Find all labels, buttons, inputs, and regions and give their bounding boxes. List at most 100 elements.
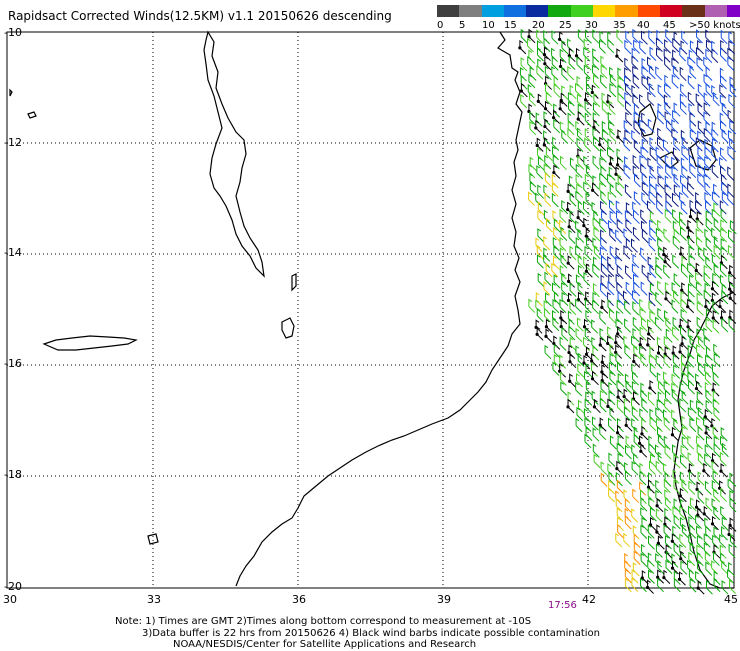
lake-chiuta-shore [291,273,297,292]
island-1 [27,111,37,119]
wind-barb [592,55,600,71]
wind-barb [656,399,664,414]
lon-label-45: 45 [724,593,738,606]
wind-barb [649,453,657,468]
wind-barb [665,200,673,215]
wind-barb [607,38,615,54]
wind-barb [631,569,639,584]
wind-barb [632,290,639,305]
wind-barb [631,85,639,100]
wind-barb [601,100,609,116]
wind-barb [727,244,735,260]
wind-barb [600,472,608,487]
wind-barb [656,200,664,215]
wind-barb [649,363,657,378]
wind-barb [593,92,601,108]
wind-barb [592,136,600,152]
wind-barb [729,83,737,98]
wind-barb [695,192,703,207]
wind-barb [680,291,688,306]
wind-barb [543,236,551,251]
wind-barb [657,127,665,142]
wind-barb [592,282,600,298]
wind-barb [689,64,697,80]
wind-barb [600,255,608,270]
wind-barb [663,478,671,493]
contaminated-barb-dot [542,52,547,57]
wind-barb [584,128,592,143]
wind-barb [680,200,688,215]
wind-barb [544,172,552,188]
wind-barb [537,47,544,62]
wind-barb [609,73,617,88]
wind-barb [585,164,593,179]
wind-barb [528,191,535,206]
wind-barb [664,445,672,460]
wind-barb [553,291,561,306]
contaminated-barb-dot [598,143,602,147]
wind-barb [616,442,624,458]
wind-barb [623,335,631,350]
wind-barb [600,190,608,205]
wind-barb [623,137,631,152]
wind-barb [569,282,577,297]
wind-barb [567,120,575,136]
wind-barb [600,64,608,79]
wind-barb [673,136,681,152]
wind-barb [671,282,679,297]
wind-barb [544,192,552,208]
wind-barb [671,119,679,134]
wind-barb [641,75,649,91]
wind-barb [633,39,641,54]
wind-barb [552,136,560,151]
wind-barb [631,444,639,459]
wind-barb [592,175,600,190]
wind-barb [561,66,569,81]
wind-barb [695,271,702,287]
wind-barb [649,507,657,522]
lake-rukwa-shore [147,533,159,545]
wind-barb [687,236,695,251]
footnotes: Note: 1) Times are GMT 2)Times along bot… [115,616,600,651]
wind-barb [648,292,656,307]
wind-barb [721,559,729,575]
wind-barb [633,191,641,206]
wind-barb [648,569,655,584]
wind-barb [672,37,680,53]
wind-barb [591,336,599,352]
wind-barb [729,119,737,135]
wind-barb [607,281,615,296]
wind-barb [673,578,681,593]
wind-barb [721,442,729,458]
wind-barb [705,346,713,361]
wind-barb [704,444,712,459]
wind-barb [655,407,663,422]
wind-barb [696,535,704,550]
wind-barb [577,200,585,215]
wind-barb [591,416,599,431]
wind-barb [640,281,648,296]
wind-barb [688,254,696,270]
wind-barb [729,137,736,153]
wind-barb [567,128,575,143]
wind-barb [593,256,600,271]
wind-barb [647,256,655,271]
wind-barb [545,292,552,307]
wind-barb [528,298,536,313]
wind-barb [625,264,632,280]
wind-barb [671,373,679,388]
wind-barb [687,75,695,90]
wind-barb [592,299,599,315]
contaminated-barb-dot [718,305,722,309]
wind-barb [544,344,552,360]
wind-barb [648,64,656,80]
contaminated-barb-dot [678,350,682,354]
wind-barb [657,560,665,575]
wind-barb [711,254,719,269]
wind-barb [696,560,704,575]
wind-barb [663,371,670,386]
wind-barb [719,112,727,127]
wind-barb [696,551,704,567]
wind-barb [705,318,713,333]
contaminated-barb-dot [696,586,700,590]
